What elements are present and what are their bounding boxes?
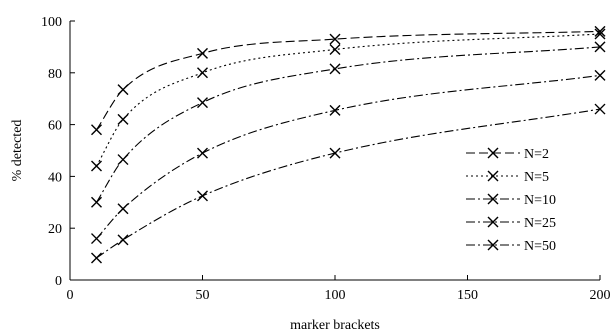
legend-marker bbox=[487, 147, 499, 159]
data-point-marker bbox=[329, 63, 341, 75]
y-axis-title: % detected bbox=[10, 120, 25, 182]
data-point-marker bbox=[197, 190, 208, 202]
data-point-marker bbox=[594, 25, 606, 37]
data-point-marker bbox=[117, 154, 129, 166]
series-line bbox=[96, 33, 601, 167]
y-tick-label: 100 bbox=[41, 15, 62, 30]
legend-item: N=2 bbox=[466, 147, 549, 162]
series-layer bbox=[91, 25, 606, 264]
series-N=10 bbox=[91, 41, 606, 208]
data-point-marker bbox=[197, 97, 208, 109]
legend-label: N=5 bbox=[524, 170, 549, 185]
data-point-marker bbox=[329, 33, 341, 45]
data-point-marker bbox=[117, 84, 129, 96]
legend-label: N=2 bbox=[524, 147, 549, 162]
data-point-marker bbox=[594, 28, 606, 40]
series-N=50 bbox=[91, 103, 606, 264]
data-point-marker bbox=[329, 43, 341, 55]
data-point-marker bbox=[91, 233, 102, 245]
legend: N=2 N=5 N=10 N=25 N=50 bbox=[466, 147, 556, 254]
x-tick-label: 100 bbox=[325, 288, 346, 303]
data-point-marker bbox=[91, 252, 102, 264]
legend-item: N=50 bbox=[466, 239, 556, 254]
data-point-marker bbox=[329, 147, 341, 159]
data-point-marker bbox=[91, 196, 102, 208]
data-point-marker bbox=[117, 113, 129, 125]
x-tick-label: 0 bbox=[67, 288, 74, 303]
y-tick-label: 40 bbox=[48, 170, 62, 185]
legend-label: N=50 bbox=[524, 239, 556, 254]
y-tick-label: 20 bbox=[48, 222, 62, 237]
data-point-marker bbox=[117, 234, 129, 246]
data-point-marker bbox=[197, 67, 208, 79]
series-line bbox=[96, 108, 601, 259]
legend-label: N=10 bbox=[524, 193, 556, 208]
series-N=25 bbox=[91, 69, 606, 245]
legend-marker bbox=[487, 239, 499, 251]
axes: 0 20 40 60 80 100 0 50 100 150 200 bbox=[41, 15, 611, 303]
legend-item: N=5 bbox=[466, 170, 549, 185]
legend-item: N=10 bbox=[466, 193, 556, 208]
legend-marker bbox=[487, 193, 499, 205]
y-tick-label: 0 bbox=[55, 274, 62, 289]
legend-item: N=25 bbox=[466, 216, 556, 231]
legend-marker bbox=[487, 216, 499, 228]
data-point-marker bbox=[197, 47, 208, 59]
x-tick-label: 150 bbox=[457, 288, 478, 303]
data-point-marker bbox=[91, 160, 102, 172]
series-N=2 bbox=[91, 25, 606, 136]
y-tick-label: 80 bbox=[48, 67, 62, 82]
y-tick-label: 60 bbox=[48, 119, 62, 134]
data-point-marker bbox=[594, 103, 606, 115]
x-axis-title: marker brackets bbox=[290, 318, 380, 332]
data-point-marker bbox=[117, 203, 129, 215]
x-tick-label: 200 bbox=[590, 288, 611, 303]
x-tick-label: 50 bbox=[196, 288, 210, 303]
legend-label: N=25 bbox=[524, 216, 556, 231]
series-N=5 bbox=[91, 28, 606, 172]
data-point-marker bbox=[197, 147, 208, 159]
data-point-marker bbox=[594, 69, 606, 81]
data-point-marker bbox=[329, 104, 341, 116]
legend-marker bbox=[487, 170, 499, 182]
series-line bbox=[96, 30, 601, 131]
data-point-marker bbox=[91, 124, 102, 136]
data-point-marker bbox=[594, 41, 606, 53]
